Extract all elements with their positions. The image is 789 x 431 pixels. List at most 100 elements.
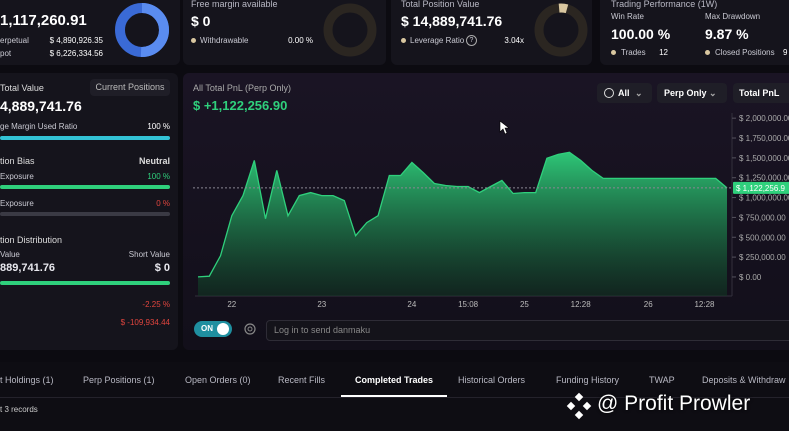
bias-title: tion Bias <box>0 156 35 166</box>
dot <box>191 38 196 43</box>
card-title: Trading Performance (1W) <box>611 0 718 9</box>
tab[interactable]: TWAP <box>649 375 675 385</box>
position-donut <box>534 3 588 57</box>
y-tick-label: $ 1,500,000.00 <box>739 154 789 163</box>
toggle-knob <box>217 323 229 335</box>
long-value: 889,741.76 <box>0 262 56 274</box>
filter-button[interactable]: Perp Only ⌄ <box>657 83 727 103</box>
short-label: Exposure <box>0 199 34 208</box>
toggle-label[interactable]: ON <box>201 324 213 333</box>
x-tick-label: 22 <box>227 300 236 309</box>
tab[interactable]: Perp Positions (1) <box>83 375 155 385</box>
tab[interactable]: Funding History <box>556 375 620 385</box>
long-label: Exposure <box>0 172 34 181</box>
short-label: Short Value <box>128 250 170 259</box>
x-tick-label: 24 <box>407 300 416 309</box>
stat-value: 9.87 % <box>705 26 749 42</box>
x-tick-label: 25 <box>520 300 529 309</box>
pnl-pct: -2.25 % <box>142 300 170 309</box>
chat-input[interactable]: Log in to send danmaku <box>266 320 789 341</box>
equity-donut <box>115 3 169 57</box>
tab[interactable]: Completed Trades <box>355 375 434 385</box>
tab[interactable]: t Holdings (1) <box>0 375 54 385</box>
margin-label: ge Margin Used Ratio <box>0 122 78 131</box>
card-value: $ 0 <box>191 13 211 29</box>
short-bar <box>0 212 170 216</box>
y-tick-label: $ 1,250,000.00 <box>739 174 789 183</box>
row-label: Leverage Ratio <box>410 36 465 45</box>
dot <box>401 38 406 43</box>
margin-value: 100 % <box>147 122 170 131</box>
chevron: ⌄ <box>635 88 643 98</box>
current-value-label: $ 1,122,256.9 <box>736 184 785 193</box>
distribution-bar <box>0 281 170 285</box>
card-value: $ 14,889,741.76 <box>401 13 503 29</box>
stat-sub-value: 9 <box>783 48 788 57</box>
row-label: erpetual <box>0 36 29 45</box>
short-value: 0 % <box>156 199 170 208</box>
records-count: t 3 records <box>0 405 38 414</box>
y-tick-label: $ 0.00 <box>739 273 762 282</box>
tab[interactable]: Deposits & Withdraw <box>702 375 786 385</box>
row-value: 0.00 % <box>288 36 313 45</box>
positions-button[interactable]: Current Positions <box>90 79 170 96</box>
settings-icon[interactable] <box>243 322 257 336</box>
tab[interactable]: Open Orders (0) <box>185 375 251 385</box>
tab-divider <box>0 397 789 398</box>
current-value-box <box>733 181 789 194</box>
y-tick-label: $ 1,000,000.00 <box>739 194 789 203</box>
stat-label: Max Drawdown <box>705 12 761 21</box>
summary-title: Total Value <box>0 83 44 93</box>
long-value: 100 % <box>147 172 170 181</box>
summary-value: 4,889,741.76 <box>0 98 82 114</box>
stat-value: 100.00 % <box>611 26 671 42</box>
y-tick-label: $ 1,750,000.00 <box>739 134 789 143</box>
x-tick-label: 15:08 <box>458 300 479 309</box>
y-tick-label: $ 2,000,000.00 <box>739 114 789 123</box>
filter-label[interactable]: Total PnL <box>739 88 780 98</box>
filter-label[interactable]: Perp Only <box>664 88 707 98</box>
x-tick-label: 26 <box>644 300 653 309</box>
y-tick-label: $ 250,000.00 <box>739 253 786 262</box>
filter-button[interactable]: Total PnL <box>733 83 789 103</box>
tab[interactable]: Recent Fills <box>278 375 326 385</box>
row-value: $ 6,226,334.56 <box>49 49 103 58</box>
help-icon[interactable]: ? <box>466 35 477 46</box>
row-label: pot <box>0 49 12 58</box>
long-bar <box>0 185 170 189</box>
filter-label[interactable]: All <box>618 88 630 98</box>
margin-donut <box>323 3 377 57</box>
tab[interactable]: Historical Orders <box>458 375 526 385</box>
dot <box>611 50 616 55</box>
x-tick-label: 12:28 <box>571 300 592 309</box>
card-title: Free margin available <box>191 0 278 9</box>
y-tick-label: $ 750,000.00 <box>739 213 786 222</box>
watermark: @ Profit Prowler <box>597 392 751 415</box>
stat-sub-value: 12 <box>659 48 668 57</box>
toggle[interactable]: ON <box>194 321 232 337</box>
long-label: Value <box>0 250 20 259</box>
cursor <box>499 120 510 135</box>
filter-button[interactable]: All ⌄ <box>597 83 652 103</box>
card-title: Total Position Value <box>401 0 480 9</box>
dot <box>705 50 710 55</box>
stat-sub-label: Closed Positions <box>715 48 775 57</box>
chart-title: All Total PnL (Perp Only) <box>193 83 291 93</box>
short-value: $ 0 <box>154 262 170 274</box>
line <box>197 151 728 278</box>
equity-value: 1,117,260.91 <box>0 12 87 29</box>
pnl-value: $ -109,934.44 <box>120 318 170 327</box>
y-tick-label: $ 500,000.00 <box>739 233 786 242</box>
stat-sub-label: Trades <box>621 48 646 57</box>
pnl-chart: All Total PnL (Perp Only) $ +1,122,256.9… <box>193 83 789 309</box>
chart-subtitle: $ +1,122,256.90 <box>193 98 287 113</box>
stat-label: Win Rate <box>611 12 644 21</box>
x-tick-label: 12:28 <box>694 300 715 309</box>
row-value: 3.04x <box>504 36 524 45</box>
row-value: $ 4,890,926.35 <box>49 36 103 45</box>
row-label: Withdrawable <box>200 36 249 45</box>
chat-placeholder: Log in to send danmaku <box>274 325 371 335</box>
bias-state: Neutral <box>138 156 170 166</box>
active-tab-underline <box>341 395 447 397</box>
